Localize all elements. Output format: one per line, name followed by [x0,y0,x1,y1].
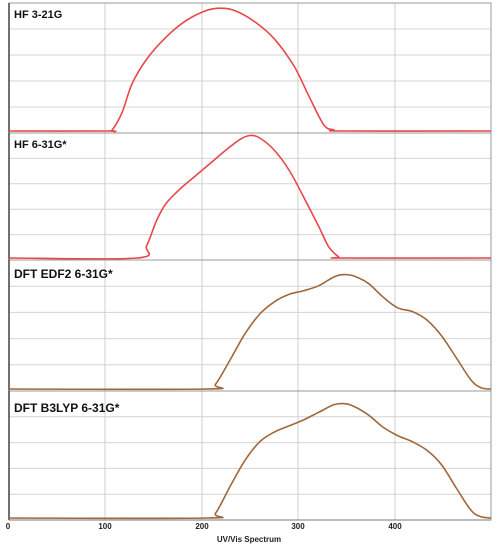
panel-label: DFT B3LYP 6-31G* [14,401,120,415]
panel-3: DFT EDF2 6-31G* [8,259,492,392]
x-tick-label: 400 [388,522,402,531]
panel-1: HF 3-21G [8,2,492,134]
x-tick-label: 200 [195,522,209,531]
x-axis-title: UV/Vis Spectrum [217,535,281,544]
panel-label: HF 3-21G [14,9,62,21]
series-line-1-1 [8,7,492,133]
x-tick-label: 0 [6,522,11,531]
panel-2: HF 6-31G* [8,132,492,261]
panel-label: HF 6-31G* [14,139,67,151]
panel-frame [8,132,492,261]
panel-label: DFT EDF2 6-31G* [14,267,113,281]
panel-frame [8,2,492,134]
series-line-3-1 [8,273,492,391]
x-tick-label: 100 [98,522,112,531]
series-line-4-1 [8,402,492,520]
series-line-2-1 [8,134,492,260]
x-tick-label: 300 [291,522,305,531]
panel-4: DFT B3LYP 6-31G* [8,390,492,521]
